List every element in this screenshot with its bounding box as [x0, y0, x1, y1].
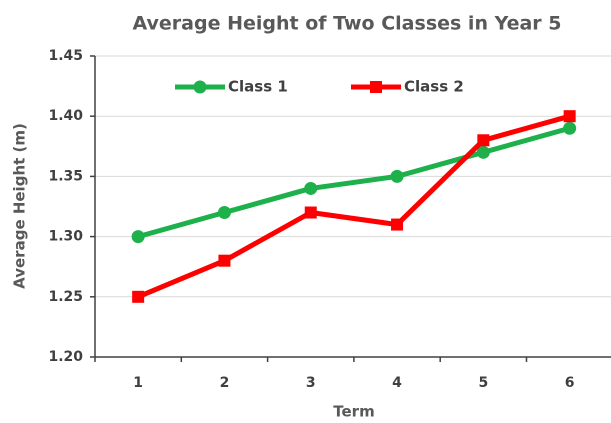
- x-tick-label: 2: [220, 375, 230, 391]
- x-tick-label: 6: [565, 375, 575, 391]
- marker: [304, 206, 317, 219]
- marker: [132, 290, 145, 303]
- x-tick-label: 4: [392, 375, 402, 391]
- y-tick-label: 1.20: [48, 349, 83, 365]
- marker: [304, 181, 318, 195]
- y-tick-label: 1.45: [48, 48, 83, 64]
- series-line: [137, 113, 571, 300]
- marker: [391, 218, 404, 231]
- legend-marker: [370, 81, 382, 93]
- legend-marker: [193, 80, 207, 94]
- marker: [390, 169, 404, 183]
- marker: [477, 134, 490, 147]
- marker: [217, 206, 231, 220]
- x-tick-label: 5: [478, 375, 488, 391]
- marker: [563, 110, 576, 123]
- marker: [131, 230, 145, 244]
- chart-title: Average Height of Two Classes in Year 5: [132, 13, 561, 35]
- x-tick-label: 3: [306, 375, 316, 391]
- legend-label: Class 1: [228, 78, 288, 96]
- x-axis-label: Term: [333, 403, 374, 421]
- series-line: [137, 125, 571, 240]
- x-tick-label: 1: [133, 375, 143, 391]
- y-tick-label: 1.30: [48, 229, 83, 245]
- marker: [218, 254, 231, 267]
- y-tick-label: 1.25: [48, 289, 83, 305]
- y-tick-label: 1.40: [48, 108, 83, 124]
- y-axis-label: Average Height (m): [11, 123, 29, 289]
- marker: [563, 121, 577, 135]
- y-tick-label: 1.35: [48, 168, 83, 184]
- legend-label: Class 2: [404, 78, 464, 96]
- marker: [476, 145, 490, 159]
